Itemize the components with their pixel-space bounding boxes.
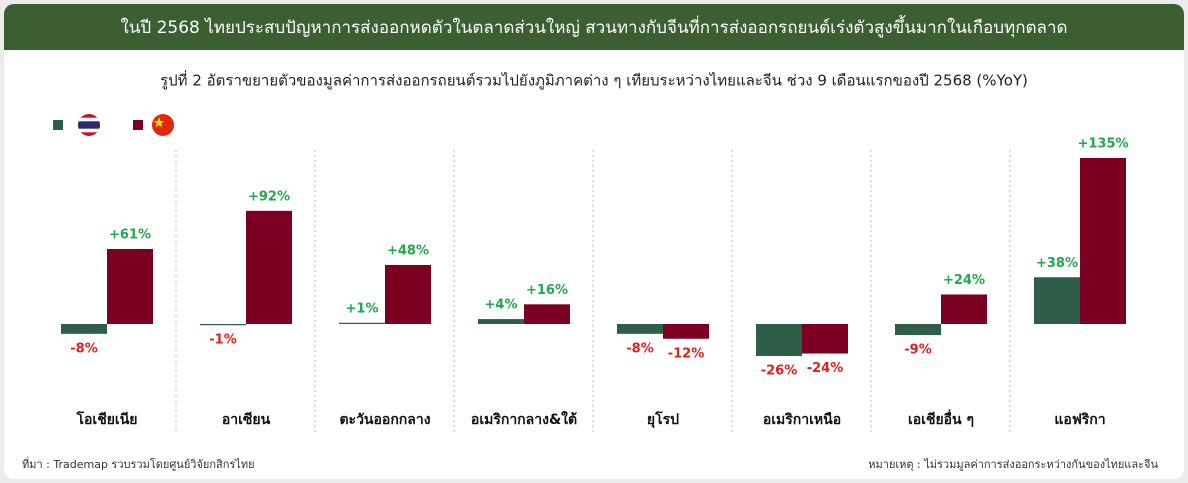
bar	[339, 322, 385, 324]
value-label: +24%	[943, 273, 985, 288]
bar	[61, 324, 107, 334]
value-label: +4%	[485, 298, 518, 313]
source-note: ที่มา : Trademap รวบรวมโดยศูนย์วิจัยกสิก…	[22, 456, 255, 471]
bar	[1034, 277, 1080, 324]
bar	[895, 324, 941, 336]
bar	[200, 324, 246, 326]
china-flag	[152, 114, 174, 136]
chart-title: ในปี 2568 ไทยประสบปัญหาการส่งออกหดตัวในต…	[120, 15, 1067, 38]
bar	[524, 304, 570, 324]
x-tick-label: โอเชียเนีย	[76, 410, 138, 428]
value-label: -26%	[761, 363, 798, 378]
header-band	[4, 4, 1184, 50]
value-label: +38%	[1036, 256, 1078, 271]
value-label: -9%	[904, 343, 931, 358]
thailand-flag	[78, 114, 100, 136]
bar	[385, 264, 431, 324]
bar	[478, 319, 524, 324]
x-tick-label: อเมริกาเหนือ	[763, 412, 841, 428]
value-label: -12%	[668, 346, 705, 361]
chart-subtitle: รูปที่ 2 อัตราขยายตัวของมูลค่าการส่งออกร…	[160, 70, 1028, 90]
bar	[617, 324, 663, 334]
x-tick-label: ยุโรป	[647, 410, 679, 428]
card	[4, 4, 1184, 479]
x-tick-label: เอเชียอื่น ๆ	[908, 409, 974, 428]
bar	[941, 294, 987, 324]
x-tick-label: แอฟริกา	[1054, 412, 1105, 428]
value-label: +1%	[346, 301, 379, 316]
value-label: +48%	[387, 243, 429, 258]
x-tick-label: อาเซียน	[222, 412, 271, 428]
value-label: -8%	[70, 341, 97, 356]
legend-swatch	[53, 120, 63, 130]
bar	[663, 324, 709, 339]
footnote: หมายเหตุ : ไม่รวมมูลค่าการส่งออกระหว่างก…	[868, 458, 1158, 471]
value-label: +92%	[248, 189, 290, 204]
bar	[1080, 157, 1126, 324]
legend	[53, 114, 174, 136]
x-tick-label: ตะวันออกกลาง	[339, 412, 430, 428]
bar	[756, 324, 802, 356]
value-label: +16%	[526, 283, 568, 298]
value-label: -1%	[209, 333, 236, 348]
x-tick-label: อเมริกากลาง&ใต้	[471, 410, 577, 428]
legend-swatch	[133, 120, 143, 130]
value-label: -8%	[626, 341, 653, 356]
value-label: +61%	[109, 227, 151, 242]
bar	[802, 324, 848, 354]
bar	[246, 210, 292, 324]
value-label: +135%	[1077, 136, 1128, 151]
value-label: -24%	[807, 361, 844, 376]
bar	[107, 248, 153, 324]
